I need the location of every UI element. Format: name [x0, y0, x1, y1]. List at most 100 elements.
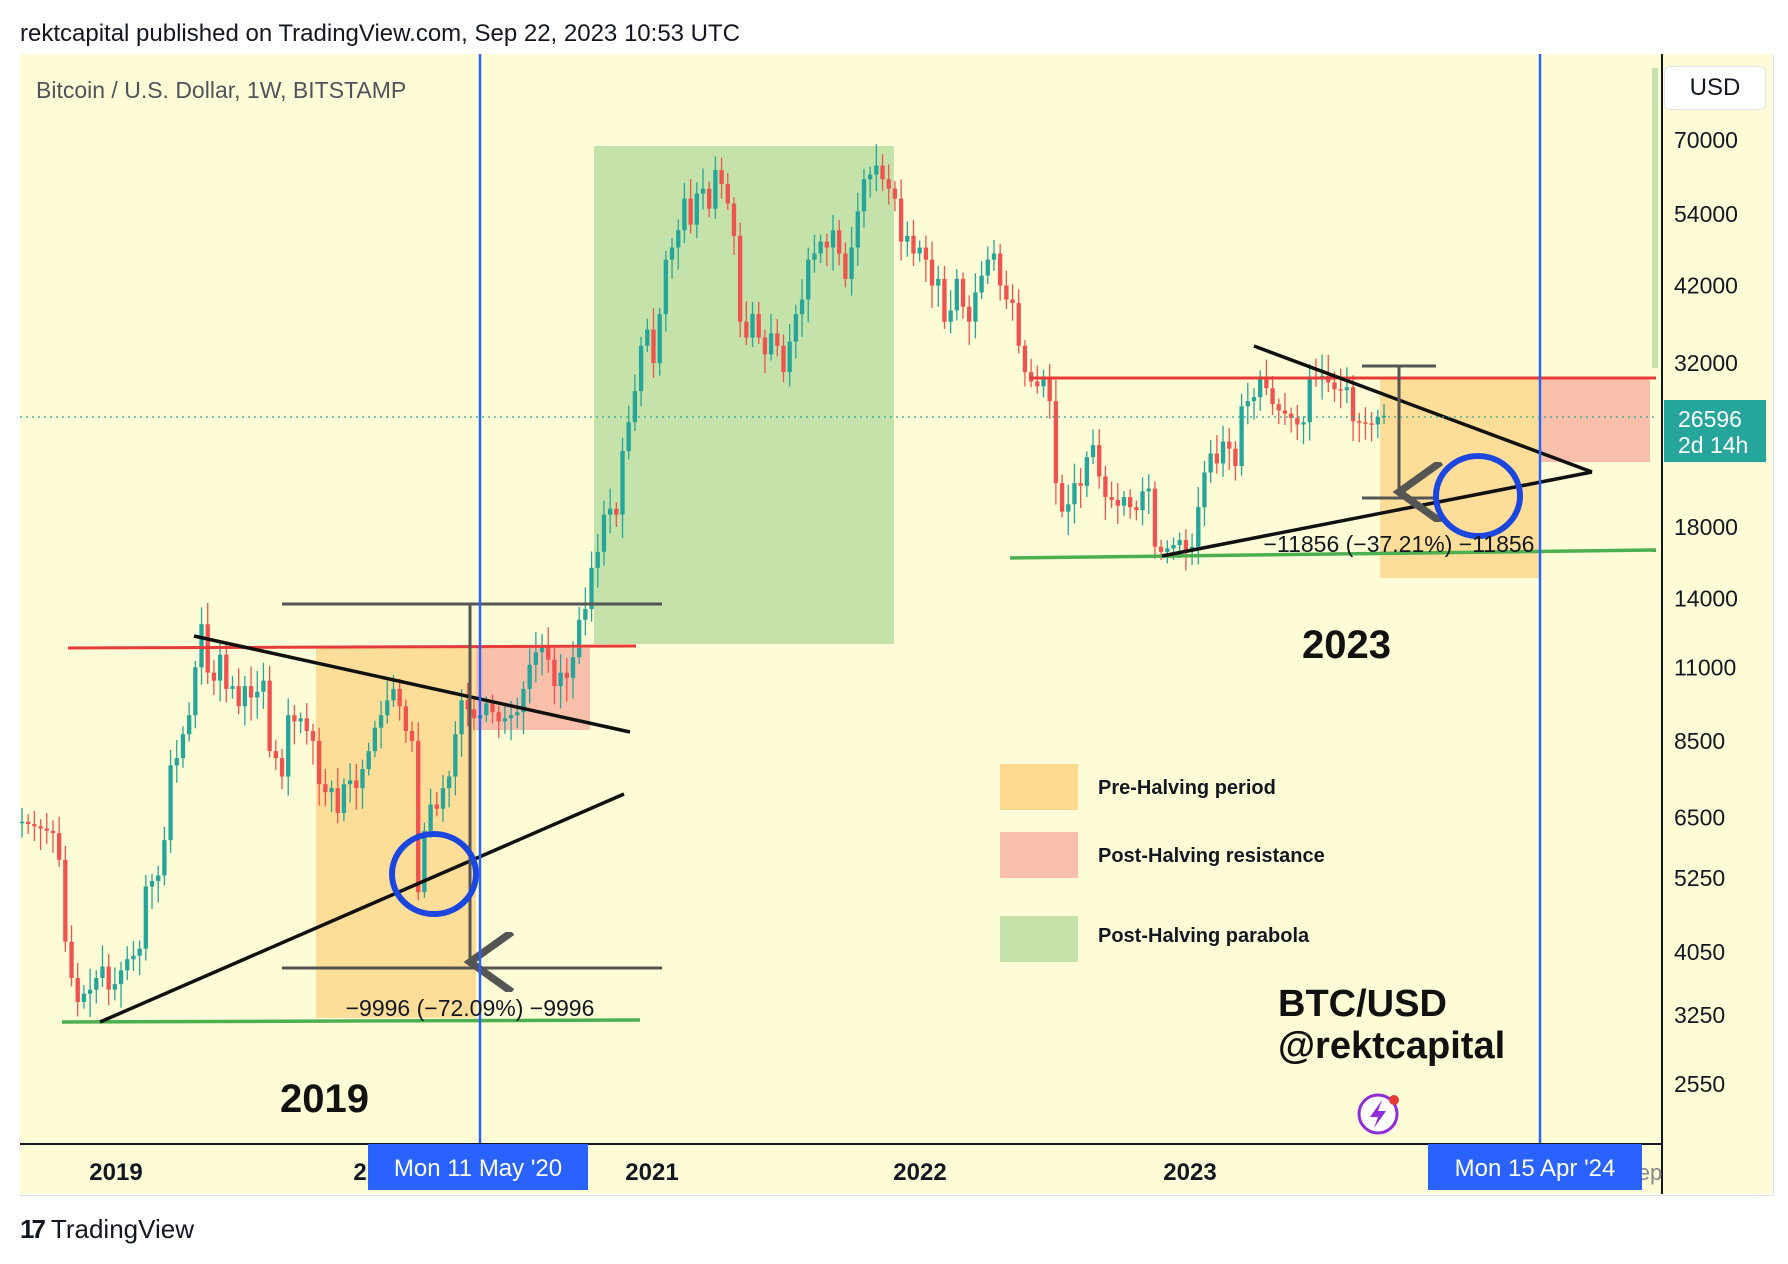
candle	[156, 865, 161, 903]
candle	[131, 941, 136, 971]
candle	[416, 722, 421, 901]
candle	[570, 641, 576, 699]
price-tick-label: 32000	[1674, 350, 1738, 376]
price-tick-label: 2550	[1674, 1071, 1725, 1097]
support-line-2023	[1009, 548, 1657, 560]
candle	[886, 164, 891, 205]
candle	[967, 295, 972, 346]
candle	[1090, 429, 1096, 465]
candle	[1140, 477, 1145, 526]
candle	[781, 334, 786, 382]
candle	[261, 662, 266, 709]
candle	[830, 214, 836, 271]
halving-date-badge-2020	[368, 1144, 588, 1190]
measure-tool-2019	[282, 602, 662, 968]
candle	[372, 720, 378, 758]
candle	[812, 234, 817, 273]
candle	[793, 304, 799, 359]
candle	[607, 488, 613, 534]
candle	[620, 437, 625, 539]
candle	[694, 182, 699, 238]
halving-date-2024: Mon 15 Apr '24	[1455, 1155, 1616, 1182]
price-scale-background	[1656, 54, 1772, 1194]
x-tick-2019: 2019	[89, 1159, 142, 1186]
label-2023: 2023	[1302, 623, 1391, 667]
candle	[1053, 379, 1059, 505]
candle	[1152, 481, 1158, 559]
candle	[63, 845, 68, 952]
candle	[459, 689, 464, 757]
chart-title: Bitcoin / U.S. Dollar, 1W, BITSTAMP	[36, 77, 406, 103]
candle	[1214, 435, 1220, 474]
candle	[1115, 483, 1120, 525]
candle	[1344, 367, 1350, 404]
candle	[707, 181, 712, 218]
x-tick-partial-2020: 2	[353, 1159, 366, 1186]
candle	[855, 192, 860, 266]
candle	[1128, 489, 1133, 519]
bolt-icon[interactable]	[1357, 1093, 1399, 1135]
candle	[1288, 407, 1294, 433]
tradingview-logo-icon[interactable]: 17	[20, 1214, 46, 1244]
candle	[378, 700, 384, 749]
descending-trendline-2023	[1253, 344, 1593, 474]
candle	[168, 749, 173, 853]
descending-trendline-2019	[193, 634, 631, 734]
candle	[1196, 486, 1201, 565]
candle	[186, 702, 192, 742]
last-price-badge	[1664, 400, 1766, 462]
candle	[1066, 484, 1071, 536]
candle	[818, 234, 823, 263]
candle	[217, 641, 223, 702]
candle	[744, 301, 749, 346]
candle	[298, 712, 303, 734]
candle	[719, 157, 724, 199]
watermark-handle: @rektcapital	[1278, 1025, 1505, 1067]
candle	[360, 759, 365, 809]
candle	[335, 767, 340, 824]
legend-swatch-post-halving-resistance	[1000, 832, 1078, 878]
candle	[898, 179, 904, 261]
candle	[583, 587, 588, 636]
candle	[861, 168, 867, 228]
candle	[1041, 369, 1046, 398]
candle	[1245, 382, 1250, 425]
candle	[1251, 388, 1257, 420]
candle	[385, 680, 390, 724]
candle	[676, 219, 681, 270]
candle	[638, 336, 644, 407]
candle	[19, 808, 25, 838]
candle	[211, 659, 217, 696]
candle	[837, 220, 842, 266]
candle	[279, 748, 285, 790]
volume-strip	[1652, 68, 1658, 368]
candle	[137, 940, 142, 976]
legend-swatch-post-halving-parabola	[1000, 916, 1078, 962]
candle	[366, 742, 371, 776]
candle	[1121, 491, 1127, 516]
candle	[199, 607, 204, 685]
candle	[347, 763, 353, 803]
candle	[490, 694, 495, 724]
candle	[143, 874, 148, 961]
currency-button[interactable]: USD	[1664, 66, 1766, 110]
tradingview-brand[interactable]: TradingView	[50, 1214, 194, 1244]
candle	[180, 726, 186, 768]
candle	[725, 172, 730, 210]
candle	[100, 945, 105, 987]
candle	[304, 703, 309, 745]
measure-tool-2023	[1362, 364, 1436, 498]
price-tick-label: 6500	[1674, 804, 1725, 830]
candle	[595, 533, 600, 588]
candle	[32, 811, 37, 841]
candle	[50, 820, 56, 853]
candle	[614, 502, 619, 527]
price-tick-label: 42000	[1674, 273, 1738, 299]
candle	[1208, 440, 1213, 483]
candle	[193, 660, 198, 729]
candle	[546, 627, 551, 673]
candle	[273, 740, 278, 771]
legend-label-post-halving-parabola: Post-Halving parabola	[1098, 925, 1310, 947]
candle	[948, 290, 953, 334]
